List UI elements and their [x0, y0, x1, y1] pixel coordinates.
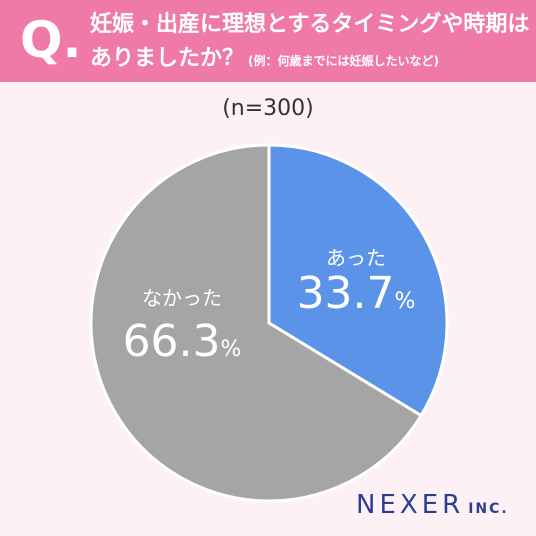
brand-logo: NEXER INC. — [356, 490, 509, 520]
slice-label-0: あった — [326, 246, 386, 270]
question-banner: Q. 妊娠・出産に理想とするタイミングや時期は ありましたか？ (例：何歳までには… — [0, 0, 536, 82]
sample-size: (n=300) — [222, 96, 314, 121]
slice-value-0: 33.7% — [297, 268, 416, 319]
question-line-2-text: ありましたか？ — [90, 46, 245, 71]
question-mark: Q. — [20, 11, 82, 69]
slice-label-1: なかった — [142, 286, 222, 310]
brand-name: NEXER — [356, 490, 465, 520]
question-line-2: ありましたか？ (例：何歳までには妊娠したいなど) — [90, 44, 530, 76]
brand-suffix: INC. — [468, 501, 509, 517]
slice-value-1: 66.3% — [123, 316, 242, 367]
pie-slice-1 — [89, 143, 424, 503]
pie-slice-0 — [267, 143, 449, 418]
question-line-1: 妊娠・出産に理想とするタイミングや時期は — [90, 12, 530, 37]
question-note: (例：何歳までには妊娠したいなど) — [248, 54, 439, 68]
